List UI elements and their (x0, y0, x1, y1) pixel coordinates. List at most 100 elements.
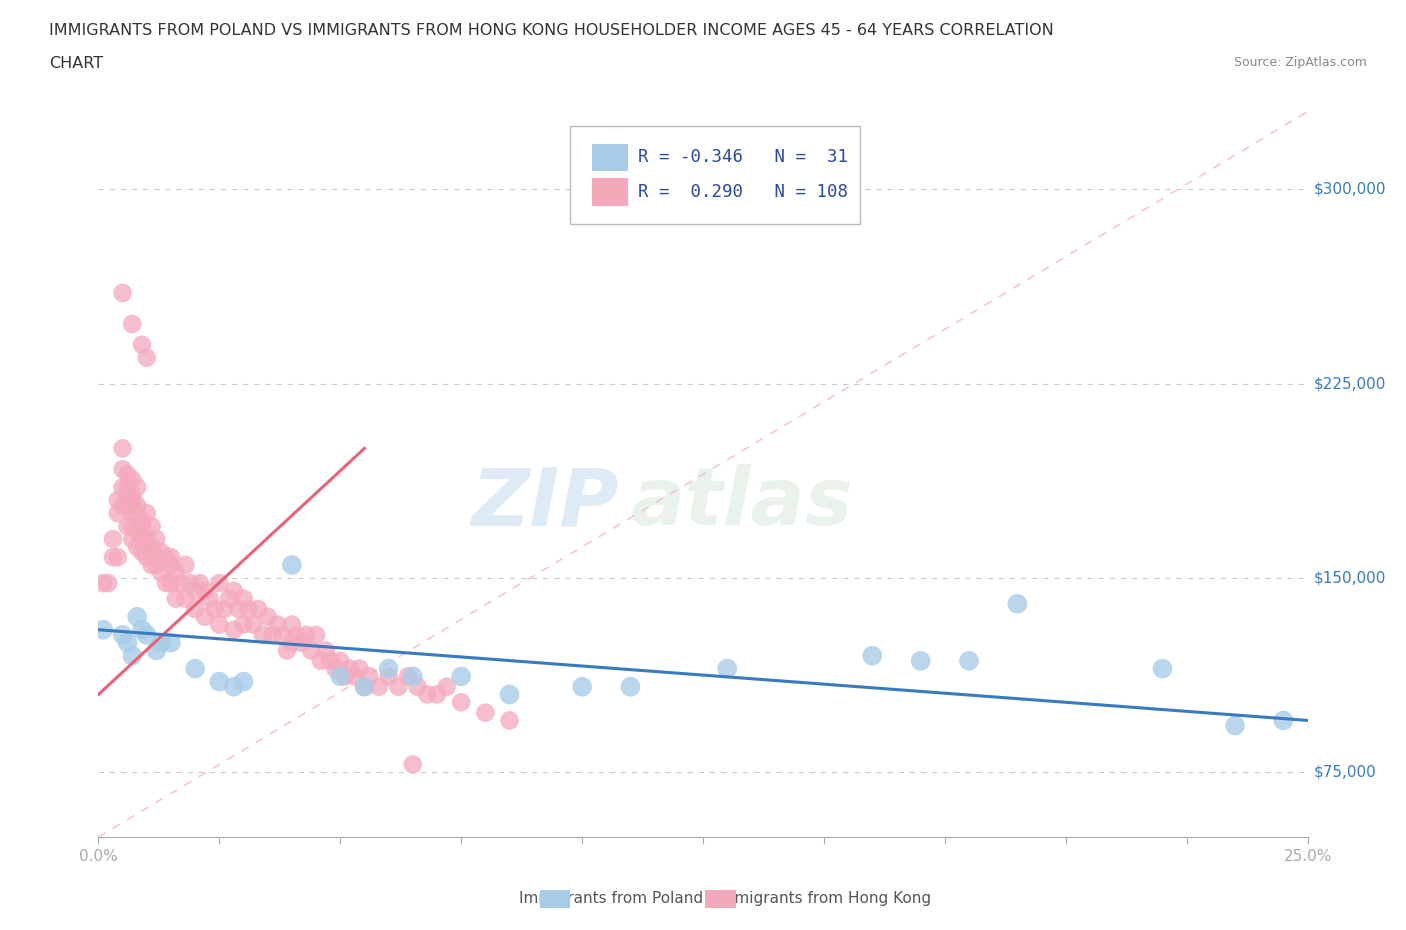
Point (238, 602, 260, 617)
Point (349, 661, 371, 676)
Point (276, 643, 298, 658)
Point (179, 576, 201, 591)
Point (121, 493, 143, 508)
Point (121, 498, 143, 512)
Point (107, 506, 129, 521)
Point (127, 609, 149, 624)
Point (208, 576, 231, 591)
Point (619, 679, 641, 694)
Point (295, 628, 318, 643)
Point (329, 654, 352, 669)
Point (160, 550, 183, 565)
Point (141, 539, 163, 554)
Point (368, 679, 391, 694)
Text: CHART: CHART (49, 56, 103, 71)
Point (135, 351, 157, 365)
Point (204, 602, 226, 617)
Point (402, 669, 425, 684)
Point (101, 550, 124, 565)
Point (232, 674, 254, 689)
Point (498, 687, 520, 702)
Point (571, 679, 593, 694)
FancyBboxPatch shape (540, 890, 569, 908)
Point (228, 602, 250, 617)
Text: $75,000: $75,000 (1313, 764, 1376, 779)
Point (145, 532, 167, 547)
Text: $225,000: $225,000 (1313, 376, 1386, 392)
Point (117, 467, 139, 482)
Point (281, 635, 304, 650)
Point (91, 622, 114, 637)
Point (131, 513, 153, 528)
Point (406, 679, 429, 694)
Point (222, 679, 245, 694)
Point (1007, 596, 1029, 611)
Point (127, 524, 149, 538)
Point (174, 558, 197, 573)
Point (145, 550, 167, 565)
Point (111, 286, 134, 300)
Point (474, 705, 496, 720)
Point (121, 648, 143, 663)
Point (127, 480, 149, 495)
Text: R =  0.290   N = 108: R = 0.290 N = 108 (638, 183, 848, 201)
Point (121, 532, 143, 547)
Point (101, 532, 124, 547)
Point (165, 591, 187, 606)
Point (232, 591, 254, 606)
Point (281, 558, 304, 573)
Point (127, 498, 149, 512)
Point (309, 654, 332, 669)
Point (107, 493, 129, 508)
Point (150, 545, 173, 560)
Point (299, 643, 322, 658)
Point (198, 591, 221, 606)
Point (155, 550, 177, 565)
Point (194, 583, 217, 598)
Point (450, 669, 472, 684)
Text: atlas: atlas (630, 464, 853, 542)
Point (1223, 718, 1246, 733)
Point (111, 441, 134, 456)
Point (121, 472, 143, 487)
Point (117, 487, 139, 502)
Point (266, 618, 288, 632)
Point (222, 622, 245, 637)
Point (97, 576, 120, 591)
Point (131, 545, 153, 560)
Point (169, 576, 191, 591)
Point (91, 576, 114, 591)
Point (319, 654, 342, 669)
Point (117, 519, 139, 534)
Point (127, 506, 149, 521)
Point (131, 519, 153, 534)
Point (396, 669, 419, 684)
Point (252, 628, 274, 643)
Point (121, 519, 143, 534)
Point (1152, 661, 1174, 676)
Point (111, 480, 134, 495)
Point (131, 532, 153, 547)
Point (165, 565, 187, 580)
Point (117, 480, 139, 495)
Point (359, 669, 381, 684)
Point (436, 679, 458, 694)
Point (339, 661, 361, 676)
Point (117, 635, 139, 650)
Point (256, 609, 278, 624)
Point (329, 669, 352, 684)
Point (212, 602, 235, 617)
Point (145, 558, 167, 573)
FancyBboxPatch shape (569, 126, 860, 224)
Point (135, 506, 157, 521)
Point (184, 661, 207, 676)
Point (111, 498, 134, 512)
FancyBboxPatch shape (592, 143, 628, 171)
Point (155, 576, 177, 591)
Point (305, 628, 328, 643)
Text: Immigrants from Hong Kong: Immigrants from Hong Kong (716, 891, 931, 906)
Point (121, 316, 143, 331)
Point (141, 519, 163, 534)
Point (377, 669, 399, 684)
Text: $300,000: $300,000 (1313, 182, 1386, 197)
